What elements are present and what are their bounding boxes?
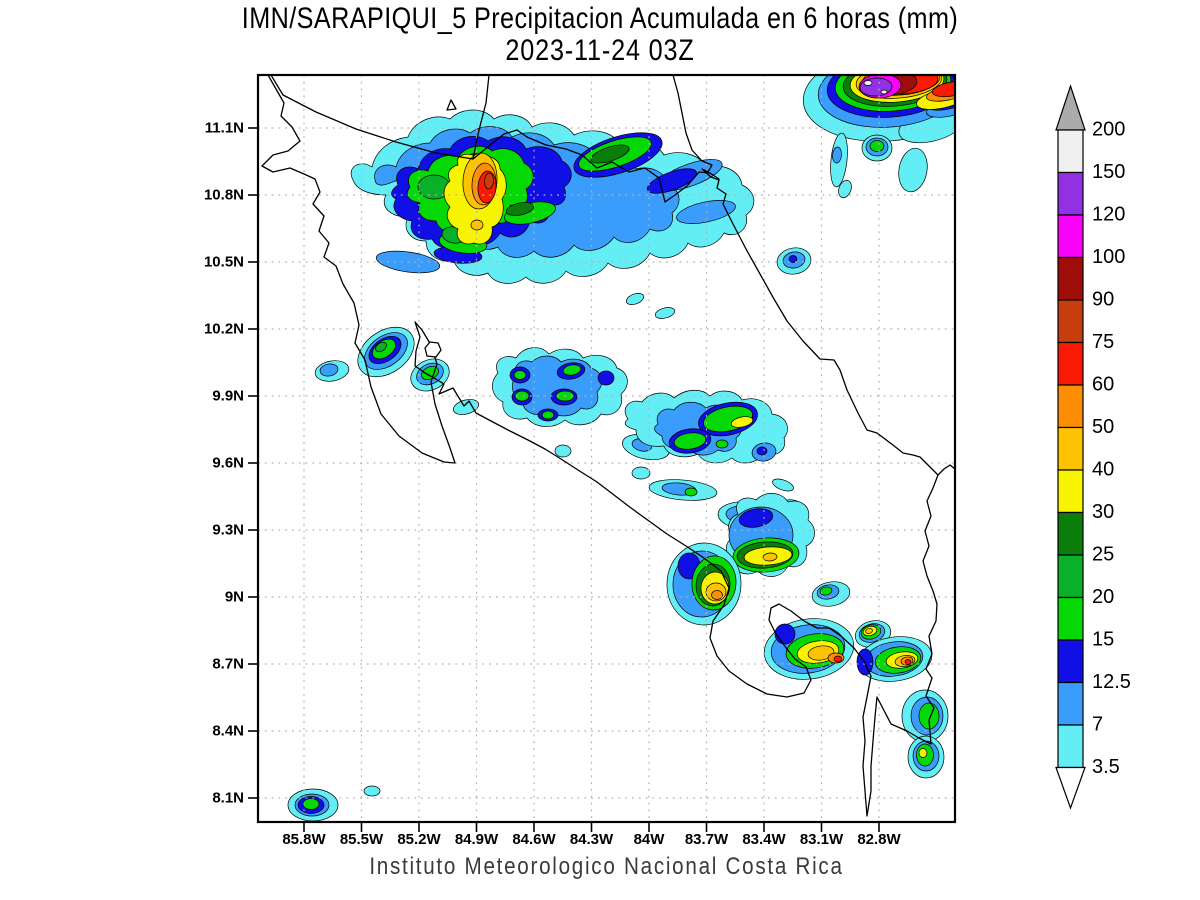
colorbar-segment xyxy=(1057,469,1084,514)
lon-tick-label: 84.9W xyxy=(454,831,499,848)
lat-tick-label: 8.4N xyxy=(212,722,244,740)
lon-tick-label: 83.1W xyxy=(799,831,844,848)
lon-tick-label: 84.3W xyxy=(569,831,614,848)
colorbar-segment xyxy=(1057,171,1084,216)
colorbar-label: 50 xyxy=(1092,416,1114,438)
small-islet xyxy=(446,99,457,111)
lon-tick-label: 85.2W xyxy=(397,831,441,848)
lat-tick-label: 9N xyxy=(224,588,244,606)
colorbar-below-min-arrow xyxy=(1055,766,1086,810)
lat-tick-label: 9.3N xyxy=(212,521,244,539)
colorbar-segment xyxy=(1057,596,1084,641)
storm-cells-south xyxy=(666,493,855,680)
storm-cell-northeast-corner xyxy=(626,75,955,319)
colorbar-segment xyxy=(1057,299,1084,344)
lon-tick-label: 83.4W xyxy=(742,831,786,848)
lat-tick-label: 8.7N xyxy=(212,655,244,673)
colorbar-label: 75 xyxy=(1092,331,1114,353)
colorbar-label: 20 xyxy=(1092,586,1114,608)
colorbar-segment xyxy=(1057,639,1084,684)
caribbean-coast xyxy=(672,75,955,476)
colorbar-segment xyxy=(1057,681,1084,726)
map-plot-area xyxy=(248,73,957,832)
colorbar-segment xyxy=(1057,426,1084,471)
title-line-2: 2023-11-24 03Z xyxy=(505,34,695,67)
lat-tick-label: 10.2N xyxy=(203,320,244,338)
colorbar-label: 3.5 xyxy=(1092,756,1120,778)
colorbar-segment xyxy=(1057,724,1084,769)
storm-cells-nicoya xyxy=(314,326,480,415)
lat-tick-label: 10.8N xyxy=(203,186,244,204)
colorbar-label: 90 xyxy=(1092,288,1114,310)
caption: Instituto Meteorologico Nacional Costa R… xyxy=(369,853,844,880)
lat-tick-label: 8.1N xyxy=(212,789,244,807)
title-line-1: IMN/SARAPIQUI_5 Precipitacion Acumulada … xyxy=(241,2,959,35)
lon-tick-label: 84.6W xyxy=(512,831,556,848)
lon-tick-label: 84W xyxy=(633,831,665,848)
colorbar-segment xyxy=(1057,129,1084,174)
colorbar-segment xyxy=(1057,256,1084,301)
grid-layer xyxy=(258,75,955,822)
chart-title: IMN/SARAPIQUI_5 Precipitacion Acumulada … xyxy=(96,2,1104,66)
colorbar-label: 25 xyxy=(1092,543,1114,565)
colorbar-label: 15 xyxy=(1092,628,1114,650)
lat-tick-label: 9.6N xyxy=(212,454,244,472)
colorbar-label: 40 xyxy=(1092,458,1114,480)
colorbar-segment xyxy=(1057,341,1084,386)
lon-tick-label: 83.7W xyxy=(684,831,729,848)
lat-tick-label: 10.5N xyxy=(203,253,244,271)
lat-tick-label: 9.9N xyxy=(212,387,244,405)
colorbar-label: 12.5 xyxy=(1092,671,1131,693)
nicaragua-border xyxy=(472,75,720,203)
colorbar: 200 150 120 100 90 75 60 50 40 30 25 20 15 12.5 7 3.5 xyxy=(1055,84,1131,810)
storm-cell-southwest xyxy=(287,785,381,822)
lon-tick-label: 85.8W xyxy=(282,831,326,848)
colorbar-label: 200 xyxy=(1092,118,1125,140)
storm-cells-southeast xyxy=(854,620,949,779)
chira-island xyxy=(424,341,442,358)
storm-cells-central xyxy=(492,347,670,461)
lon-tick-label: 82.8W xyxy=(857,831,901,848)
colorbar-label: 7 xyxy=(1092,713,1103,735)
pacific-coast xyxy=(261,75,932,817)
colorbar-label: 100 xyxy=(1092,246,1125,268)
colorbar-label: 120 xyxy=(1092,203,1125,225)
lon-tick-label: 85.5W xyxy=(339,831,384,848)
lake-nicaragua-shore xyxy=(270,75,474,160)
colorbar-segment xyxy=(1057,554,1084,599)
lat-tick-label: 11.1N xyxy=(204,119,244,137)
colorbar-segment xyxy=(1057,511,1084,556)
precipitation-layer xyxy=(287,75,955,822)
panama-border xyxy=(922,474,939,745)
colorbar-segment xyxy=(1057,214,1084,259)
axis-ticks xyxy=(248,127,880,832)
colorbar-segment xyxy=(1057,384,1084,429)
storm-cell-northwest xyxy=(350,109,755,284)
colorbar-above-max-arrow xyxy=(1055,84,1086,131)
plot-frame xyxy=(256,73,957,824)
coastline-layer xyxy=(261,75,955,817)
colorbar-label: 30 xyxy=(1092,501,1114,523)
colorbar-label: 60 xyxy=(1092,373,1114,395)
colorbar-label: 150 xyxy=(1092,161,1125,183)
